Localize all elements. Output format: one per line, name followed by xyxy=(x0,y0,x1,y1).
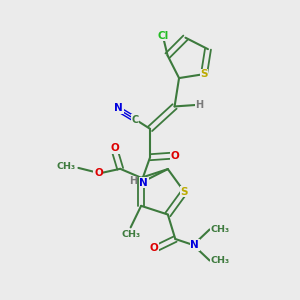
Text: Cl: Cl xyxy=(158,31,169,40)
Text: H: H xyxy=(129,176,137,186)
Text: N: N xyxy=(139,178,148,188)
Text: O: O xyxy=(94,168,103,178)
Text: CH₃: CH₃ xyxy=(210,256,230,265)
Text: C: C xyxy=(131,115,139,125)
Text: CH₃: CH₃ xyxy=(57,162,76,171)
Text: S: S xyxy=(200,69,208,79)
Text: S: S xyxy=(181,187,188,197)
Text: O: O xyxy=(149,243,158,253)
Text: O: O xyxy=(170,151,179,161)
Text: CH₃: CH₃ xyxy=(121,230,140,239)
Text: O: O xyxy=(110,143,119,153)
Text: H: H xyxy=(196,100,204,110)
Text: N: N xyxy=(114,103,123,113)
Text: N: N xyxy=(190,240,199,250)
Text: CH₃: CH₃ xyxy=(210,225,230,234)
